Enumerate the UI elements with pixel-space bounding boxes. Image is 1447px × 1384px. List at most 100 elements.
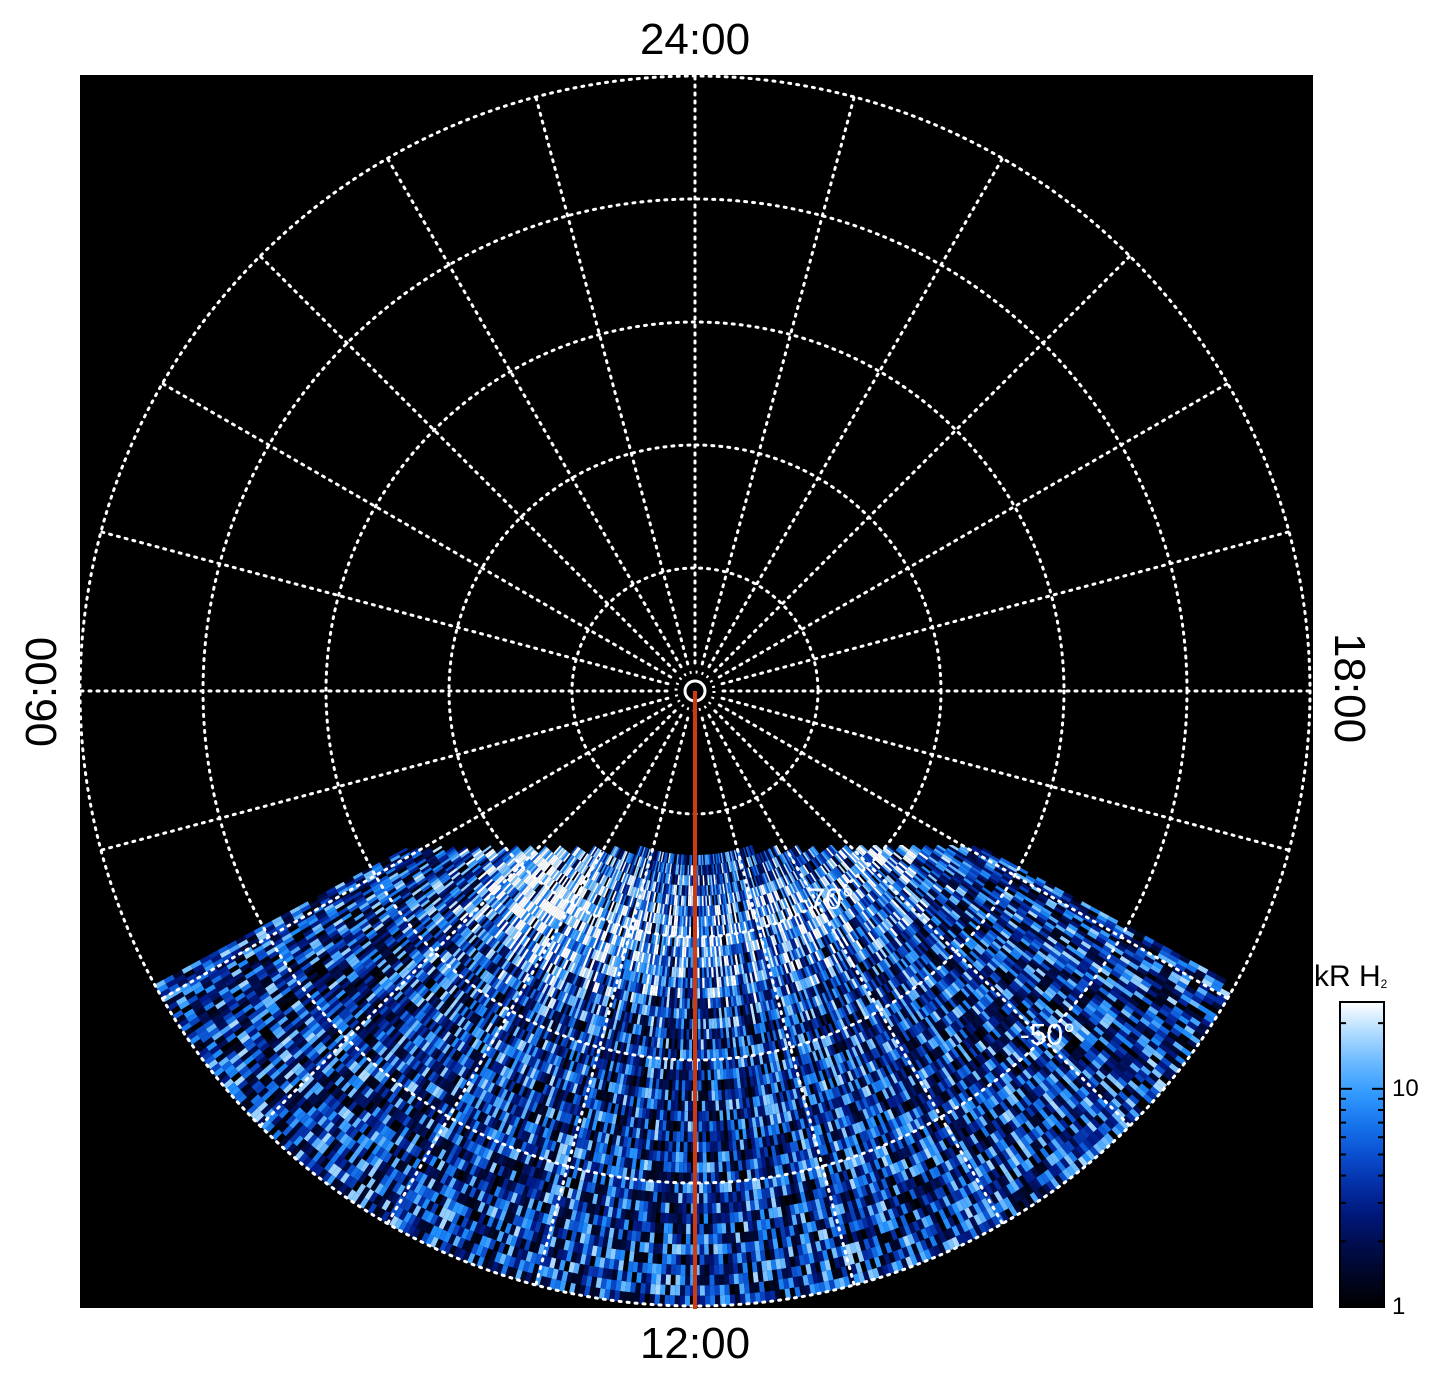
heat-cell [501, 851, 511, 860]
heat-cell [786, 873, 793, 884]
heat-cell [668, 884, 671, 895]
heat-cell [638, 856, 643, 867]
heat-cell [815, 892, 823, 903]
heat-cell [570, 857, 578, 868]
heat-cell [842, 873, 851, 883]
heat-cell [682, 1070, 686, 1081]
heat-cell [626, 927, 631, 939]
heat-cell [750, 866, 756, 877]
heat-cell [686, 895, 689, 907]
heat-cell [679, 854, 682, 865]
heat-cell [814, 856, 822, 867]
heat-cell [637, 899, 643, 910]
heat-cell [651, 870, 656, 882]
heat-cell [675, 1069, 680, 1081]
heat-cell [623, 873, 629, 884]
heat-cell [723, 883, 727, 894]
heat-cell [676, 936, 679, 947]
heat-cell [701, 967, 705, 978]
heat-cell [780, 920, 787, 932]
heat-cell [677, 874, 680, 886]
heat-cell [701, 1059, 705, 1071]
heat-cell [746, 899, 751, 911]
heat-cell [754, 854, 760, 865]
heat-cell [528, 877, 537, 887]
heat-cell [549, 893, 558, 904]
heat-cell [709, 915, 713, 927]
heat-cell [839, 888, 848, 899]
heat-cell [508, 859, 517, 868]
heat-cell [740, 890, 745, 901]
heat-cell [795, 914, 802, 925]
heat-cell [613, 858, 620, 869]
heat-cell [640, 931, 645, 942]
heat-cell [611, 857, 617, 868]
heat-cell [764, 850, 771, 860]
heat-cell [611, 890, 617, 902]
heat-cell [697, 1039, 701, 1050]
heat-cell [697, 947, 700, 958]
heat-cell [656, 882, 660, 893]
heat-cell [682, 926, 686, 937]
heat-cell [597, 885, 604, 896]
heat-cell [670, 925, 674, 936]
heat-cell [680, 1039, 684, 1050]
heat-cell [615, 914, 621, 925]
heat-cell [691, 916, 694, 927]
heat-cell [547, 866, 556, 876]
heat-cell [495, 845, 505, 854]
heat-cell [756, 875, 762, 886]
heat-cell [575, 861, 583, 872]
heat-cell [624, 906, 629, 917]
heat-cell [818, 866, 826, 876]
heat-cell [564, 866, 572, 876]
heat-cell [721, 904, 725, 915]
heat-cell [765, 915, 771, 926]
heat-cell [682, 864, 685, 876]
heat-cell [609, 923, 616, 934]
heat-cell [830, 883, 838, 893]
heat-cell [605, 854, 612, 865]
heat-cell [806, 874, 814, 884]
heat-cell [622, 905, 628, 916]
heat-cell [804, 863, 812, 874]
heat-cell [821, 864, 829, 874]
heat-cell [627, 896, 632, 907]
heat-cell [542, 849, 551, 859]
heat-cell [505, 856, 515, 865]
heat-cell [683, 967, 686, 978]
heat-cell [600, 875, 607, 886]
heat-cell [682, 854, 685, 865]
heat-cell [713, 853, 717, 865]
heat-cell [550, 869, 559, 879]
heat-cell [848, 868, 857, 878]
heat-cell [681, 885, 684, 896]
heat-cell [740, 869, 745, 880]
heat-cell [636, 930, 641, 941]
heat-cell [771, 847, 778, 857]
heat-cell [666, 925, 670, 936]
heat-cell [553, 845, 562, 855]
heat-cell [577, 850, 585, 860]
heat-cell [541, 848, 550, 858]
heat-cell [556, 873, 565, 883]
heat-cell [743, 910, 748, 922]
heat-cell [546, 891, 554, 901]
heat-cell [805, 850, 813, 860]
heat-cell [742, 900, 747, 911]
heat-cell [813, 844, 821, 854]
heat-cell [689, 988, 693, 999]
heat-cell [824, 874, 832, 885]
heat-cell [711, 1090, 716, 1101]
heat-cell [775, 901, 781, 912]
heat-cell [697, 998, 701, 1009]
heat-cell [775, 856, 782, 866]
heat-cell [722, 894, 726, 905]
heat-cell [645, 848, 650, 859]
heat-cell [563, 877, 571, 888]
heat-cell [684, 988, 688, 999]
heat-cell [699, 875, 702, 886]
heat-cell [670, 894, 673, 905]
heat-cell [697, 1029, 701, 1040]
heat-cell [571, 858, 579, 869]
